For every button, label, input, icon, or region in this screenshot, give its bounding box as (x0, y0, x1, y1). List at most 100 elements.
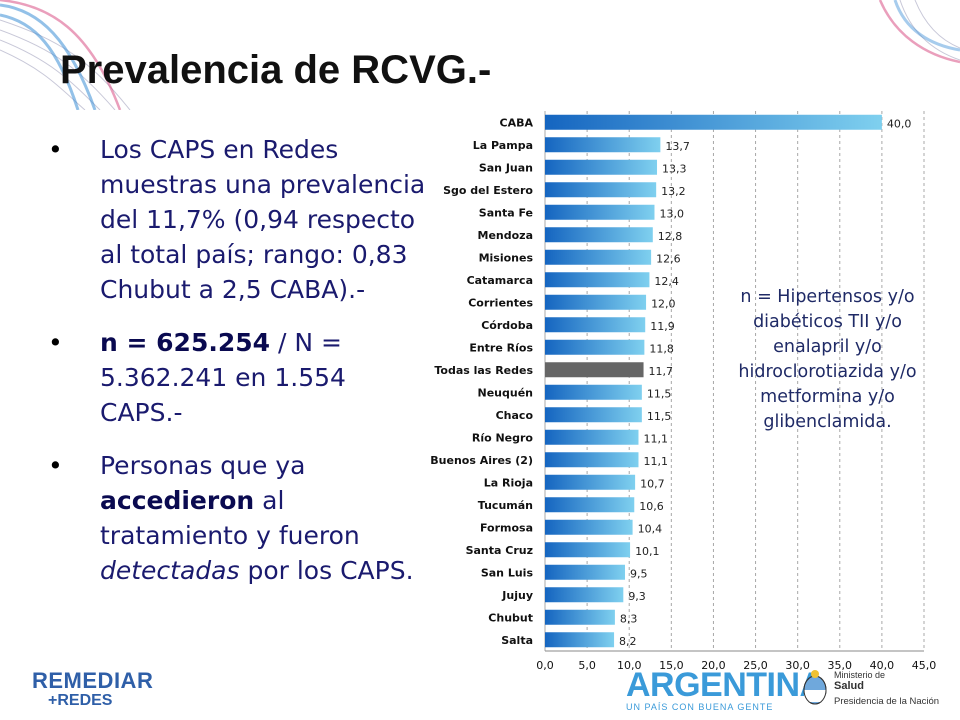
bar (545, 362, 644, 378)
value-label: 8,2 (619, 635, 637, 648)
bar (545, 137, 661, 153)
x-tick-label: 10,0 (617, 659, 642, 672)
bar (545, 272, 650, 288)
value-label: 40,0 (887, 117, 912, 130)
value-label: 13,3 (662, 162, 687, 175)
x-tick-label: 20,0 (701, 659, 726, 672)
ministerio-salud-logo: Ministerio de Salud Presidencia de la Na… (802, 668, 952, 718)
category-label: Neuquén (478, 386, 534, 399)
bar (545, 497, 635, 513)
value-label: 11,5 (647, 410, 672, 423)
value-label: 10,4 (638, 522, 663, 535)
bar (545, 587, 624, 603)
presidencia-label: Presidencia de la Nación (834, 696, 940, 707)
x-tick-label: 45,0 (912, 659, 937, 672)
value-label: 11,8 (649, 342, 674, 355)
category-label: Misiones (479, 251, 534, 264)
bar (545, 564, 626, 580)
category-label: Chubut (488, 611, 533, 624)
x-tick-label: 30,0 (785, 659, 810, 672)
bullet-text: Los CAPS en Redes muestras una prevalenc… (100, 135, 426, 304)
bullet-text: al tratamiento y fueron (100, 486, 360, 550)
value-label: 12,6 (656, 252, 681, 265)
value-label: 10,1 (635, 545, 660, 558)
argentina-tagline: UN PAÍS CON BUENA GENTE (626, 702, 774, 712)
category-label: Córdoba (481, 319, 533, 332)
bar (545, 632, 615, 648)
value-label: 13,2 (661, 185, 686, 198)
bullet-text: / N = 5.362.241 en 1.554 CAPS.- (100, 328, 346, 427)
value-label: 12,0 (651, 297, 676, 310)
remediar-logo-line2: +REDES (48, 692, 113, 709)
bullet-glyph: • (48, 451, 63, 480)
value-label: 13,7 (665, 140, 690, 153)
x-tick-label: 0,0 (536, 659, 554, 672)
category-label: Tucumán (478, 499, 533, 512)
bar (545, 159, 658, 175)
x-tick-label: 35,0 (828, 659, 853, 672)
category-label: San Luis (481, 566, 534, 579)
category-label: Santa Fe (479, 206, 533, 219)
bullet-item: • Personas que ya accedieron al tratamie… (40, 448, 435, 588)
bar (545, 452, 639, 468)
bullet-item: • n = 625.254 / N = 5.362.241 en 1.554 C… (40, 325, 435, 430)
bar (545, 294, 647, 310)
value-label: 11,5 (647, 387, 672, 400)
bullet-italic-text: detectadas (100, 556, 240, 585)
bar (545, 407, 642, 423)
x-tick-label: 40,0 (870, 659, 895, 672)
category-label: San Juan (479, 161, 533, 174)
bullet-glyph: • (48, 328, 63, 357)
bar (545, 609, 615, 625)
value-label: 11,1 (643, 432, 668, 445)
category-label: Mendoza (478, 229, 534, 242)
category-label: Formosa (480, 521, 533, 534)
bar (545, 474, 636, 490)
bar (545, 429, 639, 445)
category-label: Todas las Redes (434, 364, 533, 377)
bullet-bold-text: n = 625.254 (100, 328, 271, 357)
bar (545, 317, 646, 333)
category-label: Jujuy (501, 589, 533, 602)
bullet-item: • Los CAPS en Redes muestras una prevale… (40, 132, 435, 307)
argentina-logo-text: ARGENTINA (626, 666, 824, 704)
bar (545, 519, 633, 535)
x-tick-label: 15,0 (659, 659, 684, 672)
category-label: CABA (500, 116, 534, 129)
salud-label: Salud (834, 680, 864, 692)
category-label: Chaco (496, 409, 534, 422)
value-label: 9,3 (628, 590, 646, 603)
bar (545, 249, 652, 265)
value-label: 12,4 (654, 275, 679, 288)
slide-title: Prevalencia de RCVG.- (60, 48, 492, 92)
category-label: La Pampa (473, 139, 533, 152)
bullet-text: Personas que ya (100, 451, 306, 480)
sample-note: n = Hipertensos y/o diabéticos TII y/o e… (738, 287, 917, 432)
ministerio-label: Ministerio de (834, 670, 886, 680)
x-tick-label: 25,0 (743, 659, 768, 672)
bar (545, 227, 653, 243)
bar (545, 339, 645, 355)
remediar-logo-line1: REMEDIAR (32, 668, 154, 693)
coat-of-arms-icon (803, 670, 827, 705)
category-label: Sgo del Estero (443, 184, 533, 197)
bar (545, 384, 642, 400)
bullet-glyph: • (48, 135, 63, 164)
value-label: 11,9 (650, 320, 675, 333)
value-label: 10,6 (639, 500, 664, 513)
bar (545, 204, 655, 220)
category-label: Entre Ríos (469, 341, 533, 354)
value-label: 9,5 (630, 567, 648, 580)
argentina-logo: ARGENTINA UN PAÍS CON BUENA GENTE (626, 668, 824, 712)
category-label: Buenos Aires (2) (430, 454, 533, 467)
bar (545, 542, 631, 558)
bullet-text: por los CAPS. (239, 556, 414, 585)
value-label: 13,0 (659, 207, 684, 220)
category-label: Río Negro (472, 431, 534, 444)
category-label: Catamarca (467, 274, 533, 287)
value-label: 12,8 (658, 230, 683, 243)
bar (545, 182, 657, 198)
bullet-list: • Los CAPS en Redes muestras una prevale… (40, 132, 435, 606)
value-label: 11,7 (649, 365, 674, 378)
